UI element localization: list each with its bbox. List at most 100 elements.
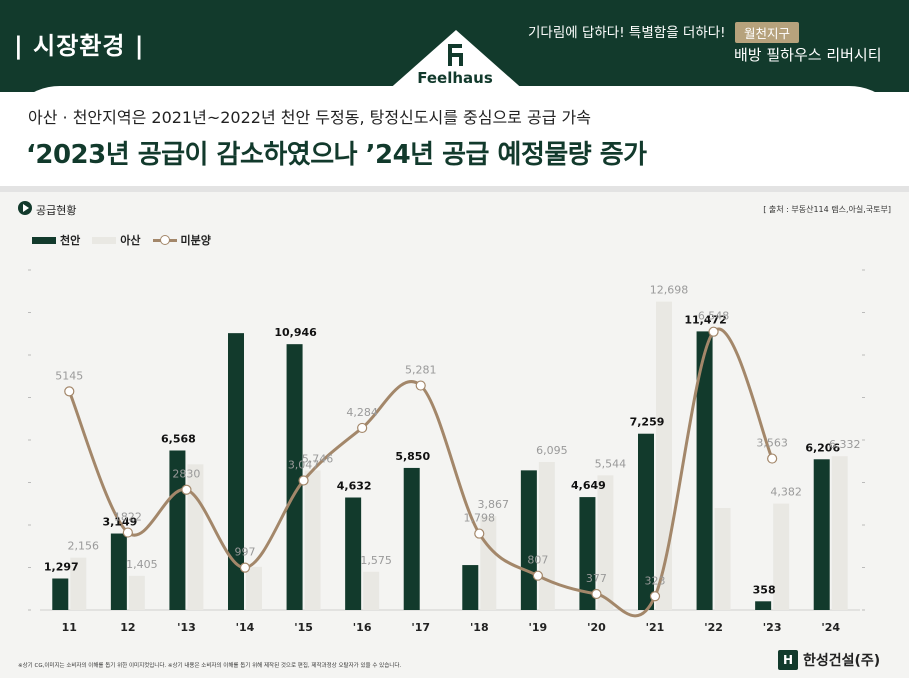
label-asan: 6,095	[536, 444, 568, 457]
source-note: [ 출처 : 부동산114 렙스,아실,국토부]	[763, 205, 891, 214]
label-unsold: 6,548	[698, 310, 730, 323]
chart-panel	[0, 192, 909, 678]
label-cheonan: 4,632	[337, 480, 372, 493]
feelhaus-logo-icon	[386, 30, 526, 92]
label-asan: 2,156	[68, 540, 100, 553]
label-cheonan: 5,850	[395, 450, 430, 463]
project-name: 배방 필하우스 리버시티	[734, 46, 882, 64]
legend-item-cheonan: 천안	[32, 232, 80, 248]
x-tick-label: '18	[470, 621, 489, 634]
legend-label-unsold: 미분양	[180, 234, 211, 247]
bar-asan	[597, 475, 614, 610]
unsold-point	[298, 475, 309, 486]
legend-swatch-asan	[92, 236, 117, 244]
x-tick-label: '21	[646, 621, 665, 634]
label-cheonan: 7,259	[630, 416, 665, 429]
label-asan: 1,575	[360, 554, 392, 567]
unsold-point	[64, 386, 75, 397]
bar-cheonan	[813, 459, 830, 610]
unsold-point	[122, 527, 133, 538]
bar-cheonan	[110, 533, 127, 610]
label-asan: 3,867	[478, 498, 510, 511]
bar-cheonan	[286, 344, 303, 610]
label-cheonan: 1,297	[44, 561, 79, 574]
unsold-point	[239, 562, 251, 573]
section-title: | 시장환경 |	[14, 32, 145, 60]
tagline: 기다림에 답하다! 특별함을 더하다!	[528, 25, 726, 41]
bar-cheonan	[755, 601, 772, 610]
company-logo: H 한성건설(주)	[778, 650, 880, 670]
label-asan: 6,332	[829, 438, 861, 451]
section-label: 공급현황	[36, 204, 77, 217]
label-unsold: 1,798	[464, 512, 496, 525]
x-tick-label: '14	[236, 621, 255, 634]
label-asan: 4,382	[770, 486, 802, 499]
bar-asan	[831, 456, 848, 610]
bar-cheonan	[403, 467, 420, 610]
bar-asan	[538, 461, 555, 610]
label-asan: 1,405	[126, 558, 158, 571]
bar-cheonan	[638, 433, 654, 610]
label-cheonan: 358	[753, 583, 776, 596]
bar-asan	[128, 575, 145, 610]
label-unsold: 2830	[172, 468, 200, 481]
label-cheonan: 6,206	[805, 441, 840, 454]
chart-legend: 천안 아산 미분양	[32, 232, 223, 248]
bar-cheonan	[52, 578, 69, 610]
label-cheonan: 4,649	[571, 479, 606, 492]
bar-asan	[656, 301, 672, 610]
bar-cheonan	[520, 470, 537, 610]
x-tick-label: '20	[587, 621, 606, 634]
label-unsold: 5145	[55, 369, 83, 382]
bar-asan	[773, 503, 790, 610]
bar-asan	[714, 508, 731, 610]
location-badge: 월천지구	[735, 22, 800, 43]
label-unsold: 807	[527, 554, 548, 567]
unsold-point	[591, 588, 602, 600]
bar-cheonan	[345, 497, 362, 610]
bar-cheonan	[228, 333, 244, 610]
bar-asan	[246, 566, 262, 610]
x-tick-label: 11	[62, 621, 77, 634]
bar-asan	[363, 571, 380, 610]
bar-asan	[70, 557, 87, 610]
label-unsold: 1822	[114, 511, 142, 524]
label-unsold: 323	[645, 574, 666, 587]
legend-item-unsold: 미분양	[152, 232, 211, 248]
label-unsold: 3,563	[756, 437, 788, 450]
divider	[0, 186, 909, 192]
legend-label-cheonan: 천안	[60, 234, 81, 247]
label-unsold: 4,284	[346, 406, 378, 419]
legend-swatch-unsold	[152, 235, 177, 245]
unsold-point	[415, 380, 426, 391]
label-cheonan: 11,472	[684, 313, 726, 326]
unsold-point	[708, 326, 719, 337]
label-cheonan: 3,149	[102, 516, 137, 529]
x-tick-label: '22	[704, 621, 723, 634]
x-tick-label: '16	[353, 621, 372, 634]
x-tick-label: '17	[411, 621, 430, 634]
label-asan: 12,698	[650, 284, 689, 297]
label-unsold: 5,281	[405, 364, 437, 377]
legend-item-asan: 아산	[92, 232, 141, 248]
label-unsold: 997	[235, 546, 256, 559]
unsold-point	[649, 591, 661, 602]
footer-disclaimer: ※상기 CG,이미지는 소비자의 이해를 돕기 위한 이미지컷입니다. ※상기 …	[18, 663, 402, 669]
legend-label-asan: 아산	[120, 234, 141, 247]
label-cheonan: 10,946	[274, 326, 317, 339]
x-tick-label: '13	[177, 621, 196, 634]
x-tick-label: 12	[120, 621, 135, 634]
x-tick-label: '23	[763, 621, 782, 634]
bar-cheonan	[579, 497, 596, 610]
bar-cheonan	[696, 331, 713, 610]
label-unsold: 3,047	[288, 459, 320, 472]
unsold-point	[357, 422, 368, 434]
unsold-point	[532, 570, 543, 581]
x-tick-label: '24	[821, 621, 840, 634]
legend-swatch-cheonan	[32, 236, 56, 244]
company-name: 한성건설(주)	[803, 653, 881, 669]
label-asan: 5,544	[595, 457, 627, 470]
label-cheonan: 6,568	[161, 432, 196, 445]
bar-cheonan	[462, 565, 479, 610]
